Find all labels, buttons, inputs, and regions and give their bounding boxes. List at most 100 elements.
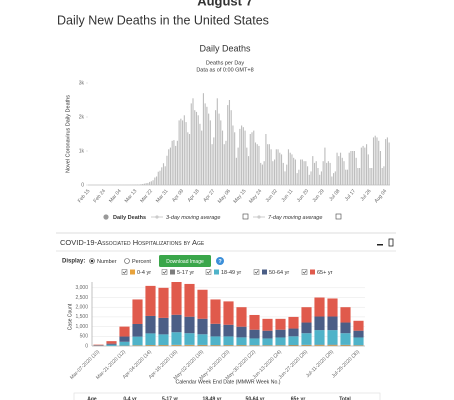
bar (268, 144, 270, 185)
legend-checkbox[interactable] (121, 269, 128, 275)
radio-percent[interactable] (124, 258, 130, 264)
bar (106, 344, 117, 346)
bar (357, 168, 359, 185)
bar (260, 162, 262, 185)
bar (327, 330, 338, 345)
bar (372, 137, 375, 185)
bar (161, 167, 163, 185)
bar (272, 161, 274, 185)
bar (154, 177, 156, 185)
radio-label[interactable]: Number (97, 259, 117, 265)
legend-swatch[interactable] (103, 214, 109, 220)
bar (132, 336, 143, 346)
download-button-label[interactable]: Download Image (166, 259, 204, 265)
bar (171, 314, 182, 333)
legend-checkbox[interactable] (161, 269, 168, 275)
legend-checkbox[interactable] (335, 213, 342, 220)
bar (327, 298, 338, 317)
bar (345, 169, 347, 185)
radio-label[interactable]: Percent (132, 259, 151, 265)
bar (364, 147, 366, 185)
bar (192, 98, 194, 185)
expand-icon[interactable] (388, 238, 394, 247)
bar (288, 316, 299, 329)
bar (215, 110, 217, 185)
bar (262, 318, 273, 331)
legend-label[interactable]: 50-64 yr (269, 270, 289, 276)
legend-label[interactable]: 3-day moving average (166, 215, 220, 221)
bar (239, 128, 241, 185)
bar (336, 152, 338, 185)
minimize-icon[interactable] (377, 244, 383, 246)
x-tick-label: Aug 04 (373, 188, 388, 204)
x-tick-label: Jun 29 (311, 188, 325, 204)
legend-checkbox[interactable] (301, 269, 308, 275)
legend-swatch[interactable] (155, 215, 159, 219)
legend-swatch (214, 269, 219, 275)
bar (169, 147, 172, 185)
chart-note: Data as of 0:00 GMT+8 (196, 67, 253, 73)
bar (244, 130, 246, 185)
bar (249, 314, 260, 330)
bar (346, 169, 349, 185)
legend-swatch (262, 269, 267, 275)
bar (284, 171, 286, 185)
bar (301, 333, 312, 345)
bar (178, 120, 180, 185)
radio-selected-dot (90, 259, 94, 263)
bar (199, 123, 201, 185)
legend-label[interactable]: 18-49 yr (221, 270, 241, 276)
bar (158, 345, 169, 346)
bar (308, 174, 310, 185)
bar (310, 171, 312, 185)
table-header: 18-49 yr (203, 396, 222, 400)
bar (381, 168, 383, 185)
help-button-label[interactable]: ? (218, 259, 222, 265)
download-button[interactable] (159, 255, 211, 267)
bar (366, 144, 368, 185)
bar (317, 168, 319, 185)
x-tick-label: Mar 04 (108, 188, 123, 204)
legend-label[interactable]: 0-4 yr (137, 270, 151, 276)
bar (142, 183, 144, 185)
bar (210, 299, 221, 324)
bar (227, 105, 229, 185)
legend-checkbox[interactable] (253, 269, 260, 275)
bar (209, 120, 211, 185)
legend-label[interactable]: 7-day moving average (268, 215, 322, 221)
bar (184, 333, 195, 345)
legend-label[interactable]: Daily Deaths (113, 215, 146, 221)
bar (184, 283, 195, 317)
help-button[interactable] (216, 257, 224, 265)
x-tick-label: Mar 13 (124, 188, 139, 204)
bar (197, 318, 208, 335)
bar (360, 147, 362, 185)
bar (341, 157, 343, 185)
bar (333, 173, 335, 185)
bar (145, 285, 156, 316)
bar (253, 130, 255, 185)
bar (300, 159, 302, 185)
bar (210, 323, 221, 337)
legend-label[interactable]: 65+ yr (317, 270, 333, 276)
table-header: 5-17 yr (162, 396, 178, 400)
legend-swatch[interactable] (257, 215, 261, 219)
legend-checkbox[interactable] (205, 269, 212, 275)
bar (162, 163, 165, 185)
x-tick-label: Apr 09 (171, 188, 185, 203)
legend-checkbox[interactable] (242, 213, 249, 220)
bar (314, 344, 325, 346)
bar (340, 344, 351, 346)
bar (388, 142, 390, 185)
legend-label[interactable]: 5-17 yr (177, 270, 194, 276)
bar (275, 318, 286, 330)
bar (369, 168, 371, 185)
table-header: Total (339, 396, 351, 400)
bar (314, 316, 325, 331)
bar (171, 332, 182, 345)
bar (275, 329, 286, 338)
bar (296, 173, 298, 185)
bar (294, 159, 296, 185)
bar (166, 155, 168, 185)
bar (223, 336, 234, 346)
